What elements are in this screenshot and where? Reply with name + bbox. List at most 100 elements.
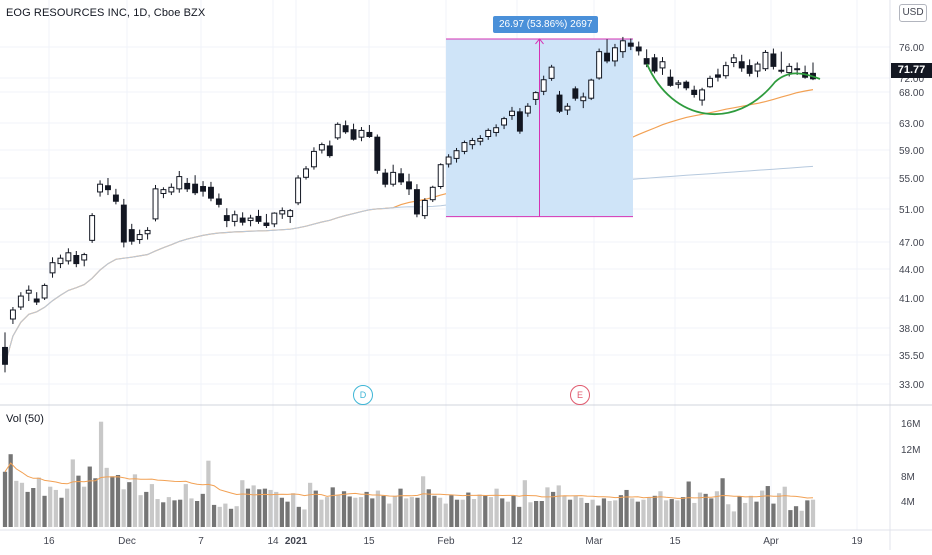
candle-body — [144, 229, 151, 235]
candle-body — [326, 145, 333, 157]
candle-body — [57, 257, 64, 265]
candle-body — [9, 309, 16, 320]
price-range-measure — [446, 38, 633, 218]
volume-bar — [714, 491, 720, 527]
volume-bar — [686, 481, 691, 527]
volume-bar — [805, 500, 810, 527]
volume-axis-label: 16M — [901, 419, 920, 430]
volume-bar — [647, 497, 652, 527]
candle-body — [564, 105, 571, 111]
time-axis-label: Feb — [437, 536, 455, 547]
volume-bar — [257, 489, 262, 527]
volume-bar — [115, 475, 121, 527]
volume-bar — [432, 495, 437, 527]
volume-bar — [370, 498, 375, 527]
volume-bar — [8, 454, 13, 527]
volume-bar — [454, 499, 460, 527]
candle-body — [271, 212, 278, 225]
candle-body — [73, 255, 80, 265]
time-axis-label: 7 — [198, 536, 204, 547]
volume-bar — [291, 493, 296, 527]
price-axis-label: 35.50 — [899, 351, 924, 362]
candle-body — [120, 204, 127, 243]
volume-bar — [748, 495, 753, 527]
volume-bar — [703, 493, 708, 527]
candle-body — [659, 61, 666, 69]
volume-bar — [110, 476, 115, 527]
candle-body — [231, 214, 238, 222]
candle-body — [358, 129, 365, 138]
candle-body — [738, 61, 745, 69]
volume-bar — [765, 486, 770, 527]
candle-body — [239, 217, 246, 223]
volume-bar — [624, 489, 629, 527]
volume-bar — [799, 510, 804, 527]
volume-bar — [573, 495, 578, 527]
time-axis-label: 19 — [851, 536, 863, 547]
volume-bar — [534, 501, 539, 527]
candle-body — [667, 76, 674, 86]
volume-bar — [149, 484, 155, 527]
candle-body — [223, 215, 230, 222]
volume-bar — [268, 489, 273, 527]
volume-bar — [121, 489, 126, 527]
time-axis-label: Apr — [763, 536, 779, 547]
volume-bar — [584, 502, 590, 527]
volume-bar — [409, 497, 414, 527]
candle-body — [136, 234, 143, 241]
candle-body — [746, 65, 753, 74]
price-axis-label: 41.00 — [899, 294, 924, 305]
candle-body — [421, 199, 428, 217]
volume-bar — [539, 501, 544, 527]
candle-body — [184, 182, 191, 190]
candle-body — [635, 46, 642, 52]
candle-body — [588, 79, 595, 99]
volume-bar — [596, 505, 601, 527]
volume-bar — [692, 502, 697, 527]
volume-axis-label: 8M — [901, 472, 915, 483]
candle-body — [342, 125, 349, 133]
volume-bar — [630, 498, 635, 527]
candle-body — [730, 57, 737, 63]
grid-lines — [0, 0, 890, 530]
candle-body — [247, 217, 254, 222]
volume-bar — [720, 478, 725, 527]
volume-bar — [810, 499, 816, 527]
candle-body — [643, 58, 650, 65]
candle-body — [770, 53, 777, 67]
volume-bar — [59, 497, 64, 527]
volume-bar — [483, 495, 488, 527]
volume-bar — [285, 501, 290, 527]
candle-body — [318, 144, 325, 151]
volume-bar — [14, 480, 19, 527]
candle-body — [208, 186, 214, 199]
candle-body — [413, 189, 420, 215]
volume-bar — [754, 501, 759, 527]
volume-bar — [302, 509, 307, 527]
price-axis-label: 38.00 — [899, 324, 924, 335]
volume-bar — [65, 488, 70, 527]
volume-bar — [697, 492, 703, 527]
candle-body — [366, 131, 373, 137]
volume-bar — [42, 495, 47, 527]
volume-bar — [336, 495, 341, 527]
candle-body — [604, 52, 610, 62]
candle-body — [651, 57, 658, 72]
volume-bar — [743, 502, 748, 527]
candle-body — [215, 198, 222, 205]
time-axis-label: Dec — [118, 536, 136, 547]
candle-body — [580, 96, 587, 102]
volume-bar — [308, 482, 313, 527]
price-axis-label: 47.00 — [899, 238, 924, 249]
volume-bar — [398, 488, 403, 527]
candle-body — [453, 150, 460, 159]
volume-bar — [669, 499, 674, 527]
volume-bar — [641, 499, 646, 527]
volume-bar — [522, 480, 527, 527]
volume-bar — [613, 500, 618, 527]
candle-body — [398, 173, 405, 183]
volume-bar — [98, 421, 104, 527]
candle-body — [540, 79, 547, 92]
